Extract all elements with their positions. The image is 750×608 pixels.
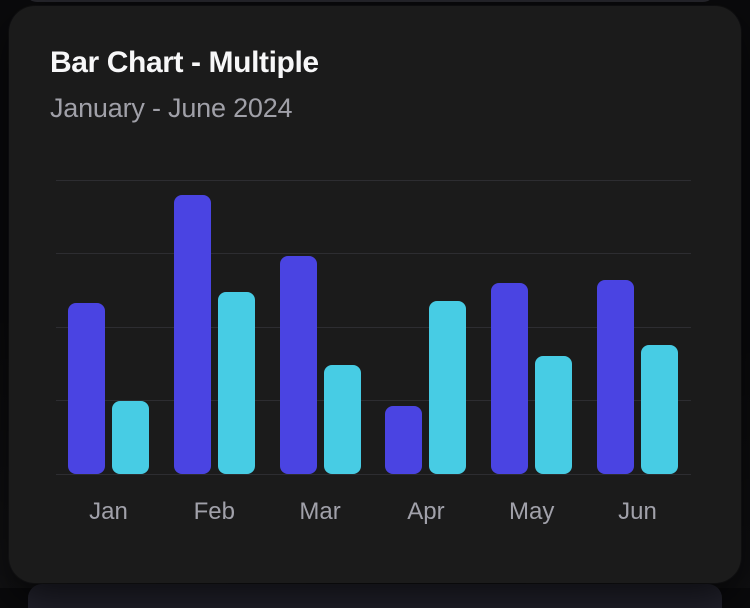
x-axis-label-jun: Jun [618, 498, 657, 525]
x-axis-label-mar: Mar [299, 498, 341, 525]
gridline-0 [56, 473, 691, 475]
bar-may-series1[interactable] [491, 282, 529, 474]
bar-jan-series1[interactable] [68, 303, 105, 474]
x-axis-label-jan: Jan [89, 498, 128, 525]
chart-subtitle: January - June 2024 [50, 93, 293, 123]
bar-apr-series1[interactable] [385, 406, 423, 474]
plot-area: Jan Feb Mar Apr May Jun [56, 179, 691, 524]
bar-jun-series1[interactable] [597, 279, 634, 474]
chart-title: Bar Chart - Multiple [50, 46, 319, 79]
gridline-100 [56, 179, 691, 181]
bar-may-series2[interactable] [535, 356, 573, 474]
chart-card: Bar Chart - Multiple January - June 2024… [9, 6, 741, 583]
gridline-75 [56, 253, 691, 254]
x-axis-label-apr: Apr [407, 498, 445, 525]
bar-mar-series2[interactable] [323, 365, 361, 474]
bar-jan-series2[interactable] [112, 400, 149, 474]
gridline-25 [56, 400, 691, 401]
bar-feb-series2[interactable] [217, 291, 255, 474]
bar-mar-series1[interactable] [279, 256, 317, 474]
adjacent-card-top-edge [25, 0, 715, 2]
x-axis-label-may: May [509, 498, 555, 525]
bar-jun-series2[interactable] [641, 344, 678, 474]
bar-feb-series1[interactable] [173, 194, 211, 474]
x-axis-label-feb: Feb [193, 498, 235, 525]
gridline-50 [56, 326, 691, 328]
bar-apr-series2[interactable] [429, 300, 467, 474]
